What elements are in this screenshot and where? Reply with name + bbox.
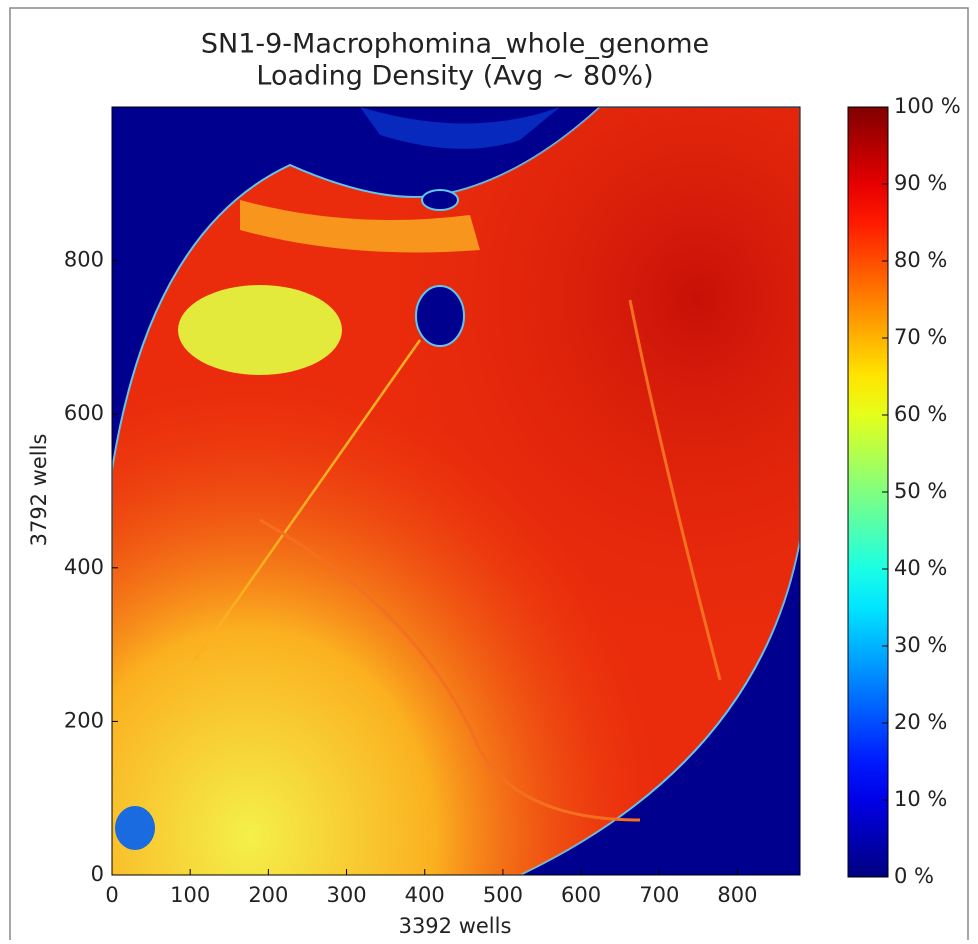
heatmap-region [421,189,459,211]
heatmap-region [360,107,560,149]
colorbar-tick-label: 40 % [894,556,947,580]
heatmap-streak [259,518,641,822]
colorbar-tick-label: 100 % [894,94,961,118]
x-tick-label: 200 [248,883,288,907]
colorbar-tick-label: 20 % [894,710,947,734]
colorbar-tick-label: 60 % [894,402,947,426]
heatmap-streak [193,339,422,661]
heatmap-region [240,200,480,253]
chart-subtitle: Loading Density (Avg ~ 80%) [256,61,653,92]
x-tick-label: 400 [405,883,445,907]
colorbar-tick-label: 10 % [894,787,947,811]
y-tick-label: 800 [64,248,104,272]
x-tick-label: 100 [170,883,210,907]
y-tick-label: 600 [64,401,104,425]
y-tick-label: 200 [64,708,104,732]
x-axis-label: 3392 wells [399,914,512,938]
x-tick-label: 700 [639,883,679,907]
colorbar-tick-label: 80 % [894,248,947,272]
heatmap-streak [628,299,722,681]
x-tick-label: 800 [717,883,757,907]
frame [9,7,969,944]
colorbar-tick-label: 30 % [894,633,947,657]
plot-border [111,106,801,876]
colorbar-tick-label: 50 % [894,479,947,503]
x-tick-label: 300 [326,883,366,907]
colorbar-tick-label: 0 % [894,864,934,888]
x-tick-label: 0 [105,883,118,907]
colorbar-tick-label: 90 % [894,171,947,195]
y-tick-label: 0 [91,862,104,886]
y-tick-label: 400 [64,555,104,579]
y-axis-label: 3792 wells [27,434,51,547]
chart-title: SN1-9-Macrophomina_whole_genome [201,29,709,60]
heatmap-region [415,285,465,347]
heatmap [112,107,800,875]
heatmap-region [115,806,155,850]
heatmap-region [178,285,342,375]
colorbar-tick-label: 70 % [894,325,947,349]
x-tick-label: 500 [483,883,523,907]
x-tick-label: 600 [561,883,601,907]
